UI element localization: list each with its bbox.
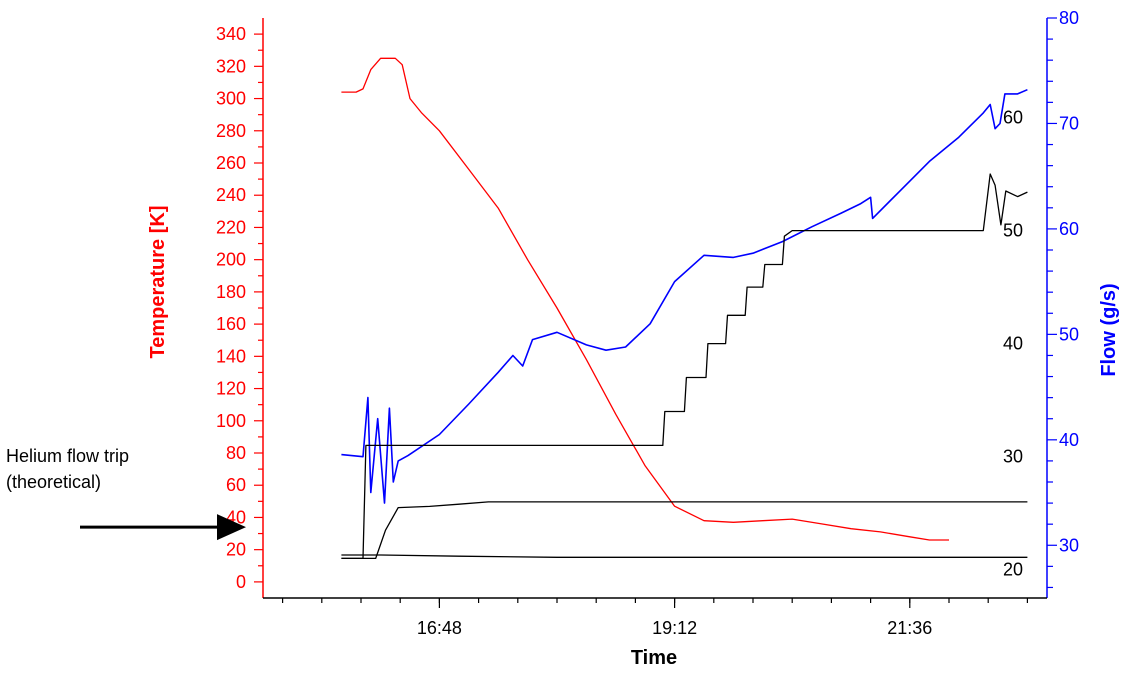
- y-right-blue-tick-label: 50: [1059, 324, 1079, 344]
- y-right-black-tick-label: 60: [1003, 107, 1023, 127]
- series-line-5: [341, 554, 1028, 558]
- y-right-black-tick-label: 40: [1003, 334, 1023, 354]
- y-left-tick-label: 320: [216, 56, 246, 76]
- series-group: [341, 57, 1028, 560]
- x-tick-label: 19:12: [652, 618, 697, 638]
- y-left-tick-label: 260: [216, 153, 246, 173]
- y-left-tick-label: 20: [226, 540, 246, 560]
- y-left-tick-label: 340: [216, 24, 246, 44]
- y-left-tick-label: 160: [216, 314, 246, 334]
- series-line-3: [341, 173, 1028, 560]
- y-left-tick-label: 240: [216, 185, 246, 205]
- y-left-tick-label: 140: [216, 346, 246, 366]
- x-axis-label: Time: [631, 647, 677, 669]
- annotation-group: Helium flow trip (theoretical): [6, 446, 246, 541]
- annotation-text-line: Helium flow trip: [6, 446, 129, 466]
- y-right-black-tick-label: 50: [1003, 221, 1023, 241]
- annotation-arrow-head: [217, 514, 246, 541]
- y-left-tick-label: 200: [216, 250, 246, 270]
- y-left-tick-label: 120: [216, 379, 246, 399]
- y-right-blue-tick-label: 80: [1059, 8, 1079, 28]
- x-tick-label: 16:48: [417, 618, 462, 638]
- y-left-tick-label: 80: [226, 443, 246, 463]
- ticks: 0 20 40 60 80 100 120 140 160 180 200 220 240 260 280 3…: [216, 8, 1079, 638]
- y-right-blue-tick-label: 60: [1059, 219, 1079, 239]
- y-left-tick-label: 0: [236, 572, 246, 592]
- y-axis-right-label: Flow (g/s): [1098, 283, 1120, 376]
- y-right-blue-tick-label: 70: [1059, 113, 1079, 133]
- y-left-tick-label: 100: [216, 411, 246, 431]
- y-axis-left-label: Temperature [K]: [147, 206, 169, 359]
- y-left-tick-label: 300: [216, 89, 246, 109]
- y-left-tick-label: 60: [226, 475, 246, 495]
- series-line-1: [341, 57, 949, 541]
- series-line-4: [341, 501, 1028, 560]
- y-right-blue-tick-label: 40: [1059, 430, 1079, 450]
- annotation-text-line: (theoretical): [6, 472, 101, 492]
- y-right-black-tick-label: 30: [1003, 447, 1023, 467]
- y-right-black-tick-label: 20: [1003, 560, 1023, 580]
- axes: [262, 18, 1048, 599]
- y-left-tick-label: 180: [216, 282, 246, 302]
- y-right-blue-tick-label: 30: [1059, 535, 1079, 555]
- y-left-tick-label: 220: [216, 217, 246, 237]
- y-left-tick-label: 280: [216, 121, 246, 141]
- series-line-2: [341, 88, 1028, 504]
- x-tick-label: 21:36: [887, 618, 932, 638]
